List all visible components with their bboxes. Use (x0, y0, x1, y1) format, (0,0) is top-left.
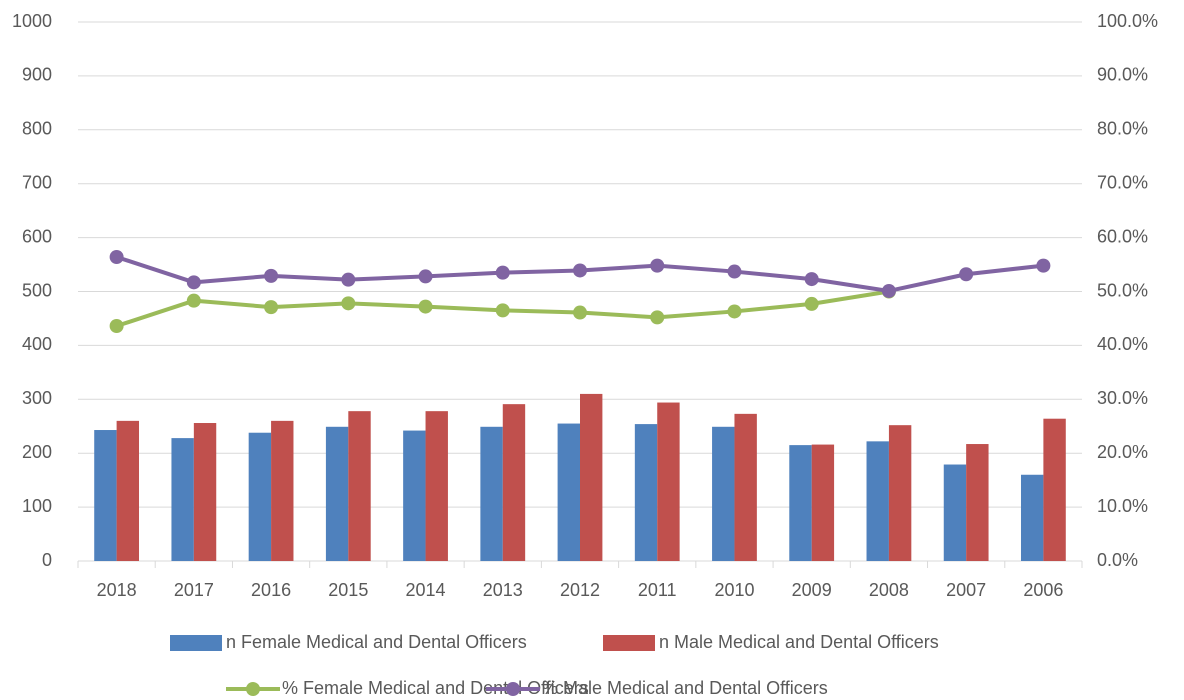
y2-tick-label: 0.0% (1097, 550, 1138, 570)
marker (264, 300, 279, 315)
y2-tick-label: 50.0% (1097, 280, 1148, 300)
marker (727, 304, 742, 319)
marker (650, 258, 665, 273)
bar (271, 420, 294, 561)
bar (348, 411, 371, 561)
y-tick-label: 200 (22, 442, 52, 462)
marker (881, 283, 896, 298)
y2-tick-label: 20.0% (1097, 442, 1148, 462)
bar (94, 430, 117, 561)
bar (403, 430, 426, 561)
legend-label: n Male Medical and Dental Officers (659, 632, 939, 652)
bar (1043, 418, 1066, 561)
y-tick-label: 600 (22, 226, 52, 246)
y2-tick-label: 80.0% (1097, 119, 1148, 139)
marker (186, 275, 201, 290)
y-tick-label: 300 (22, 388, 52, 408)
marker (1036, 258, 1051, 273)
marker (959, 267, 974, 282)
x-tick-label: 2018 (97, 580, 137, 600)
x-tick-label: 2006 (1023, 580, 1063, 600)
bar (734, 413, 757, 561)
x-tick-label: 2016 (251, 580, 291, 600)
marker (650, 310, 665, 325)
bar (1020, 474, 1044, 561)
bar (866, 441, 889, 561)
bar (480, 426, 503, 561)
bar (888, 425, 912, 561)
bar (657, 402, 680, 561)
legend-label: n Female Medical and Dental Officers (226, 632, 527, 652)
y2-tick-label: 70.0% (1097, 172, 1148, 192)
y2-tick-label: 10.0% (1097, 496, 1148, 516)
marker (341, 296, 356, 311)
x-tick-label: 2008 (869, 580, 909, 600)
y2-tick-label: 90.0% (1097, 65, 1148, 85)
marker (264, 268, 279, 283)
x-tick-label: 2010 (714, 580, 754, 600)
marker (418, 299, 433, 314)
marker (727, 264, 742, 279)
x-tick-label: 2011 (638, 580, 677, 600)
x-tick-label: 2007 (946, 580, 986, 600)
marker (186, 293, 201, 308)
y-tick-label: 700 (22, 172, 52, 192)
marker (109, 250, 124, 265)
y-tick-label: 400 (22, 334, 52, 354)
y-tick-label: 100 (22, 496, 52, 516)
bar (712, 426, 735, 561)
x-tick-label: 2017 (174, 580, 214, 600)
marker (804, 272, 819, 287)
y-tick-label: 500 (22, 280, 52, 300)
y-tick-label: 1000 (12, 11, 52, 31)
x-tick-label: 2013 (483, 580, 523, 600)
x-tick-label: 2015 (328, 580, 368, 600)
bar (171, 438, 194, 561)
bar (116, 420, 140, 561)
marker (573, 263, 587, 278)
marker (804, 296, 819, 311)
bar (325, 426, 349, 561)
bar (557, 423, 580, 561)
x-tick-label: 2009 (792, 580, 832, 600)
bar (966, 444, 989, 561)
y2-tick-label: 40.0% (1097, 334, 1148, 354)
legend-swatch (603, 635, 655, 651)
legend-swatch (170, 635, 222, 651)
bar (425, 411, 448, 561)
bar (811, 444, 835, 561)
legend-label: % Male Medical and Dental Officers (542, 678, 828, 698)
y2-tick-label: 60.0% (1097, 226, 1148, 246)
bar (580, 393, 603, 561)
bar (634, 424, 658, 561)
y-tick-label: 900 (22, 65, 52, 85)
y-tick-label: 800 (22, 119, 52, 139)
bar (943, 464, 967, 561)
y2-tick-label: 100.0% (1097, 11, 1158, 31)
marker (418, 269, 433, 284)
bar (789, 445, 812, 561)
marker (495, 265, 510, 280)
y-tick-label: 0 (42, 550, 52, 570)
legend-marker (246, 682, 260, 696)
marker (573, 305, 587, 320)
x-tick-label: 2012 (560, 580, 600, 600)
marker (109, 318, 124, 333)
bar (248, 432, 272, 561)
bar (502, 404, 526, 561)
legend-marker (506, 682, 520, 696)
bar (193, 423, 217, 561)
marker (495, 303, 510, 318)
marker (341, 272, 356, 287)
y2-tick-label: 30.0% (1097, 388, 1148, 408)
x-tick-label: 2014 (406, 580, 446, 600)
